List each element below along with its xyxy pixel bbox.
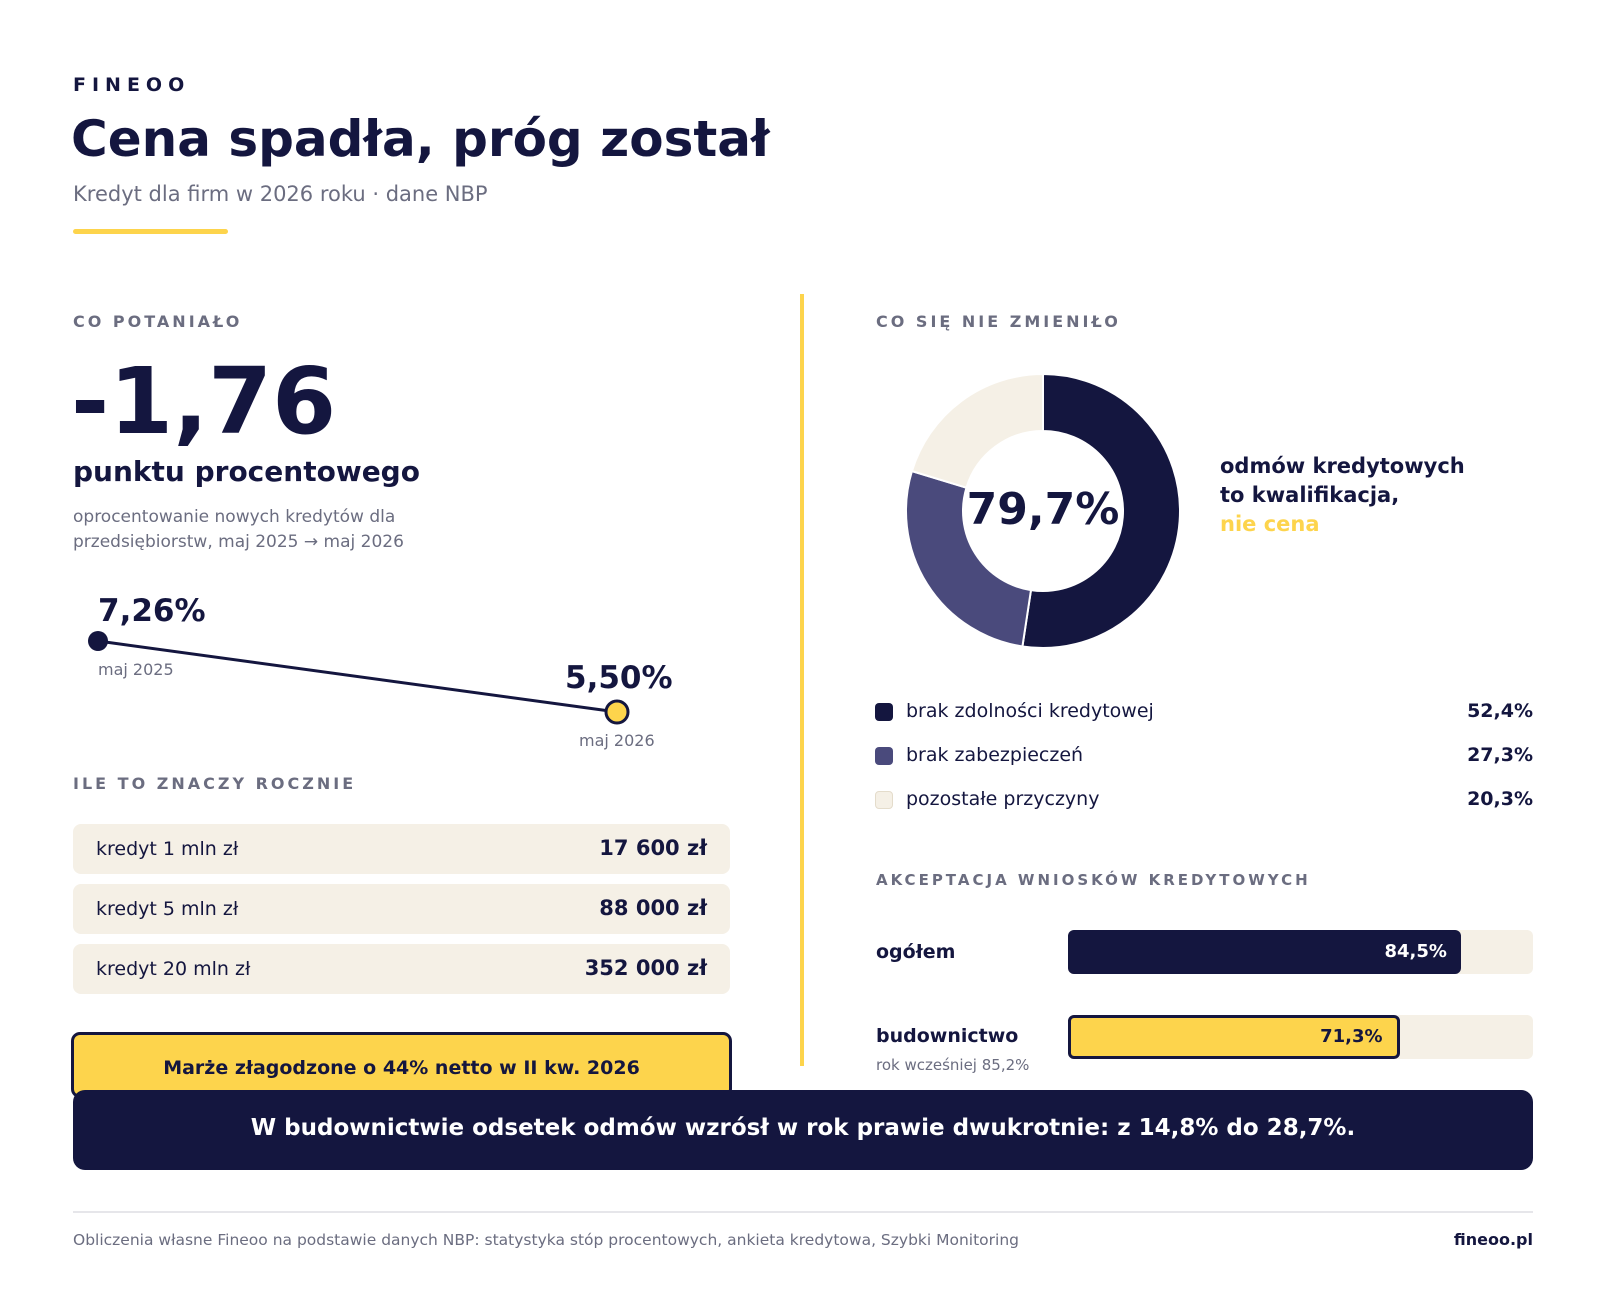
- donut-slice: [910, 373, 1044, 489]
- donut-slice: [905, 469, 1033, 648]
- rejection-donut-chart: [905, 373, 1181, 649]
- legend-item: brak zabezpieczeń 27,3%: [875, 742, 1533, 772]
- section-label-yearly: ILE TO ZNACZY ROCZNIE: [73, 774, 357, 793]
- acceptance-bar-total: 84,5%: [1068, 930, 1461, 974]
- legend-swatch: [875, 703, 893, 721]
- footer-divider: [73, 1211, 1533, 1213]
- page-subtitle: Kredyt dla firm w 2026 roku · dane NBP: [73, 182, 488, 206]
- acceptance-bar-track: 84,5%: [1068, 930, 1533, 974]
- savings-row-value: 88 000 zł: [599, 896, 707, 920]
- savings-row-value: 17 600 zł: [599, 836, 707, 860]
- legend-value: 20,3%: [1467, 788, 1533, 810]
- legend-label: brak zdolności kredytowej: [906, 700, 1154, 722]
- banner-text: W budownictwie odsetek odmów wzrósł w ro…: [250, 1115, 1356, 1141]
- rate-change-description: oprocentowanie nowych kredytów dla przed…: [73, 507, 404, 552]
- acceptance-bar-value: 84,5%: [1384, 941, 1447, 962]
- savings-row-label: kredyt 5 mln zł: [96, 898, 239, 920]
- donut-callout: odmów kredytowych to kwalifikacja, nie c…: [1220, 452, 1465, 539]
- footer-link[interactable]: fineoo.pl: [1453, 1230, 1533, 1249]
- legend-value: 27,3%: [1467, 744, 1533, 766]
- margin-note-box: Marże złagodzone o 44% netto w II kw. 20…: [71, 1032, 732, 1098]
- savings-row: kredyt 20 mln zł 352 000 zł: [73, 944, 730, 994]
- section-label-acceptance: AKCEPTACJA WNIOSKÓW KREDYTOWYCH: [876, 871, 1311, 889]
- acceptance-bar-track: 71,3%: [1068, 1015, 1533, 1059]
- legend-item: pozostałe przyczyny 20,3%: [875, 786, 1533, 816]
- rate-slope-chart: 7,26% 5,50% maj 2025 maj 2026: [88, 593, 673, 750]
- legend-label: pozostałe przyczyny: [906, 788, 1100, 810]
- acceptance-bar-value: 71,3%: [1320, 1026, 1383, 1047]
- callout-highlight: nie cena: [1220, 512, 1320, 536]
- column-divider: [800, 294, 804, 1066]
- savings-row-label: kredyt 1 mln zł: [96, 838, 239, 860]
- section-label-unchanged: CO SIĘ NIE ZMIENIŁO: [876, 312, 1121, 331]
- legend-swatch: [875, 791, 893, 809]
- brand-logo: FINEOO: [73, 74, 191, 96]
- page-title: Cena spadła, próg został: [71, 110, 770, 168]
- section-label-cheaper: CO POTANIAŁO: [73, 312, 243, 331]
- savings-row-value: 352 000 zł: [584, 956, 707, 980]
- savings-row-label: kredyt 20 mln zł: [96, 958, 251, 980]
- legend-swatch: [875, 747, 893, 765]
- callout-line-1: odmów kredytowych: [1220, 454, 1465, 478]
- footer-source-note: Obliczenia własne Fineoo na podstawie da…: [73, 1231, 1020, 1249]
- point-x-label: maj 2025: [98, 660, 174, 679]
- donut-slice: [1021, 373, 1181, 649]
- legend-value: 52,4%: [1467, 700, 1533, 722]
- callout-line-2: to kwalifikacja,: [1220, 483, 1400, 507]
- title-accent-bar: [73, 229, 228, 234]
- donut-center-value: 79,7%: [966, 484, 1120, 535]
- acceptance-label-construction: budownictwo: [876, 1025, 1019, 1047]
- acceptance-bar-construction: 71,3%: [1068, 1015, 1400, 1059]
- point-marker-end: [604, 699, 630, 725]
- point-x-label: maj 2026: [579, 731, 655, 750]
- rate-change-unit: punktu procentowego: [73, 455, 420, 488]
- acceptance-label-total: ogółem: [876, 941, 956, 963]
- savings-row: kredyt 5 mln zł 88 000 zł: [73, 884, 730, 934]
- margin-note-text: Marże złagodzone o 44% netto w II kw. 20…: [163, 1057, 640, 1079]
- savings-row: kredyt 1 mln zł 17 600 zł: [73, 824, 730, 874]
- point-value-label: 5,50%: [565, 660, 673, 696]
- rate-change-number: -1,76: [71, 348, 337, 455]
- point-marker-start: [88, 631, 108, 651]
- legend-label: brak zabezpieczeń: [906, 744, 1084, 766]
- acceptance-previous-year: rok wcześniej 85,2%: [876, 1056, 1030, 1074]
- construction-banner: W budownictwie odsetek odmów wzrósł w ro…: [73, 1090, 1533, 1170]
- point-value-label: 7,26%: [98, 593, 206, 629]
- slope-line: [97, 639, 618, 714]
- legend-item: brak zdolności kredytowej 52,4%: [875, 698, 1533, 728]
